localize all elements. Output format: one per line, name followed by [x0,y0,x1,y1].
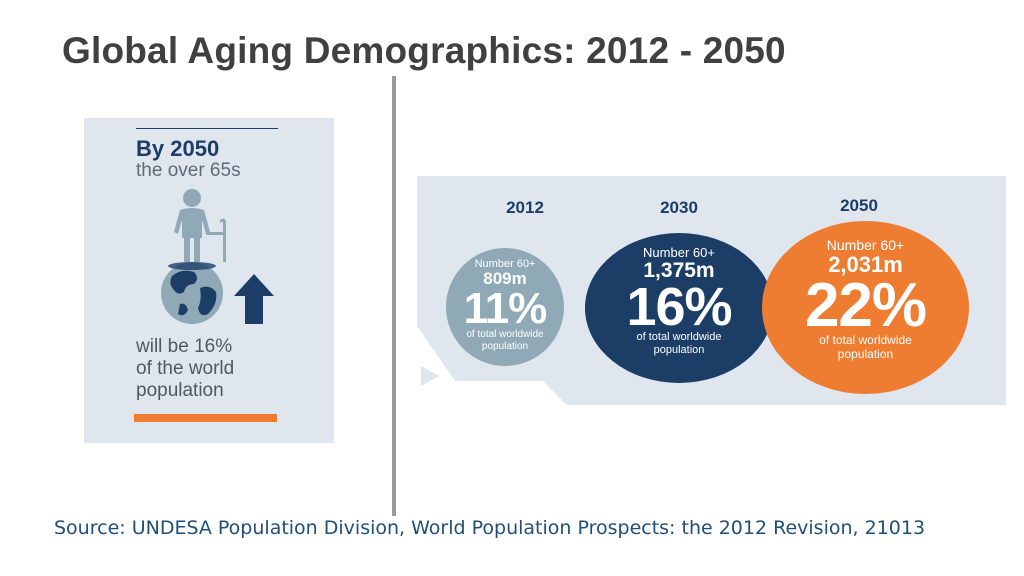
year-2012-label: 2012 [506,198,544,217]
panel-caption: will be 16% of the world population [136,336,234,402]
population-circle-2012: Number 60+ 809m 11% of total worldwide p… [446,248,564,366]
metric-label: Number 60+ [474,258,536,270]
metric-percent: 11% [463,284,548,333]
caption-line: of the world [136,358,235,379]
arrow-up-icon [234,274,274,324]
metric-caption: of total worldwide population [819,333,912,361]
panel-headline: By 2050 [136,136,220,161]
slide-title: Global Aging Demographics: 2012 - 2050 [62,30,786,71]
metric-percent: 16% [626,277,732,337]
metric-caption: of total worldwide population [466,329,544,352]
vertical-divider [392,76,396,516]
panel-subhead: the over 65s [136,160,241,181]
year-2050-label: 2050 [840,196,878,215]
metric-value: 2,031m [828,252,903,277]
caption-line: population [136,380,224,401]
accent-bar [134,414,277,422]
metric-label: Number 60+ [643,245,715,260]
aging-infographic-panel: By 2050 the over 65s will be 16% of the … [84,118,334,443]
metric-label: Number 60+ [826,237,905,253]
metric-value: 1,375m [643,259,715,282]
metric-caption: of total worldwide population [636,331,722,356]
metric-percent: 22% [804,271,927,340]
aging-illustration [161,189,274,324]
population-circle-2050: Number 60+ 2,031m 22% of total worldwide… [762,221,969,394]
caption-line: will be 16% [136,336,233,357]
population-growth-infographic: 2012 2030 2050 Number 60+ 809m 11% of to… [417,176,1006,405]
headline-rule [136,128,278,129]
year-2030-label: 2030 [660,198,698,217]
population-circle-2030: Number 60+ 1,375m 16% of total worldwide… [585,233,773,383]
metric-value: 809m [483,269,527,288]
elderly-person-with-cane-icon [174,189,226,262]
source-citation: Source: UNDESA Population Division, Worl… [54,517,926,539]
globe-icon [161,262,223,324]
